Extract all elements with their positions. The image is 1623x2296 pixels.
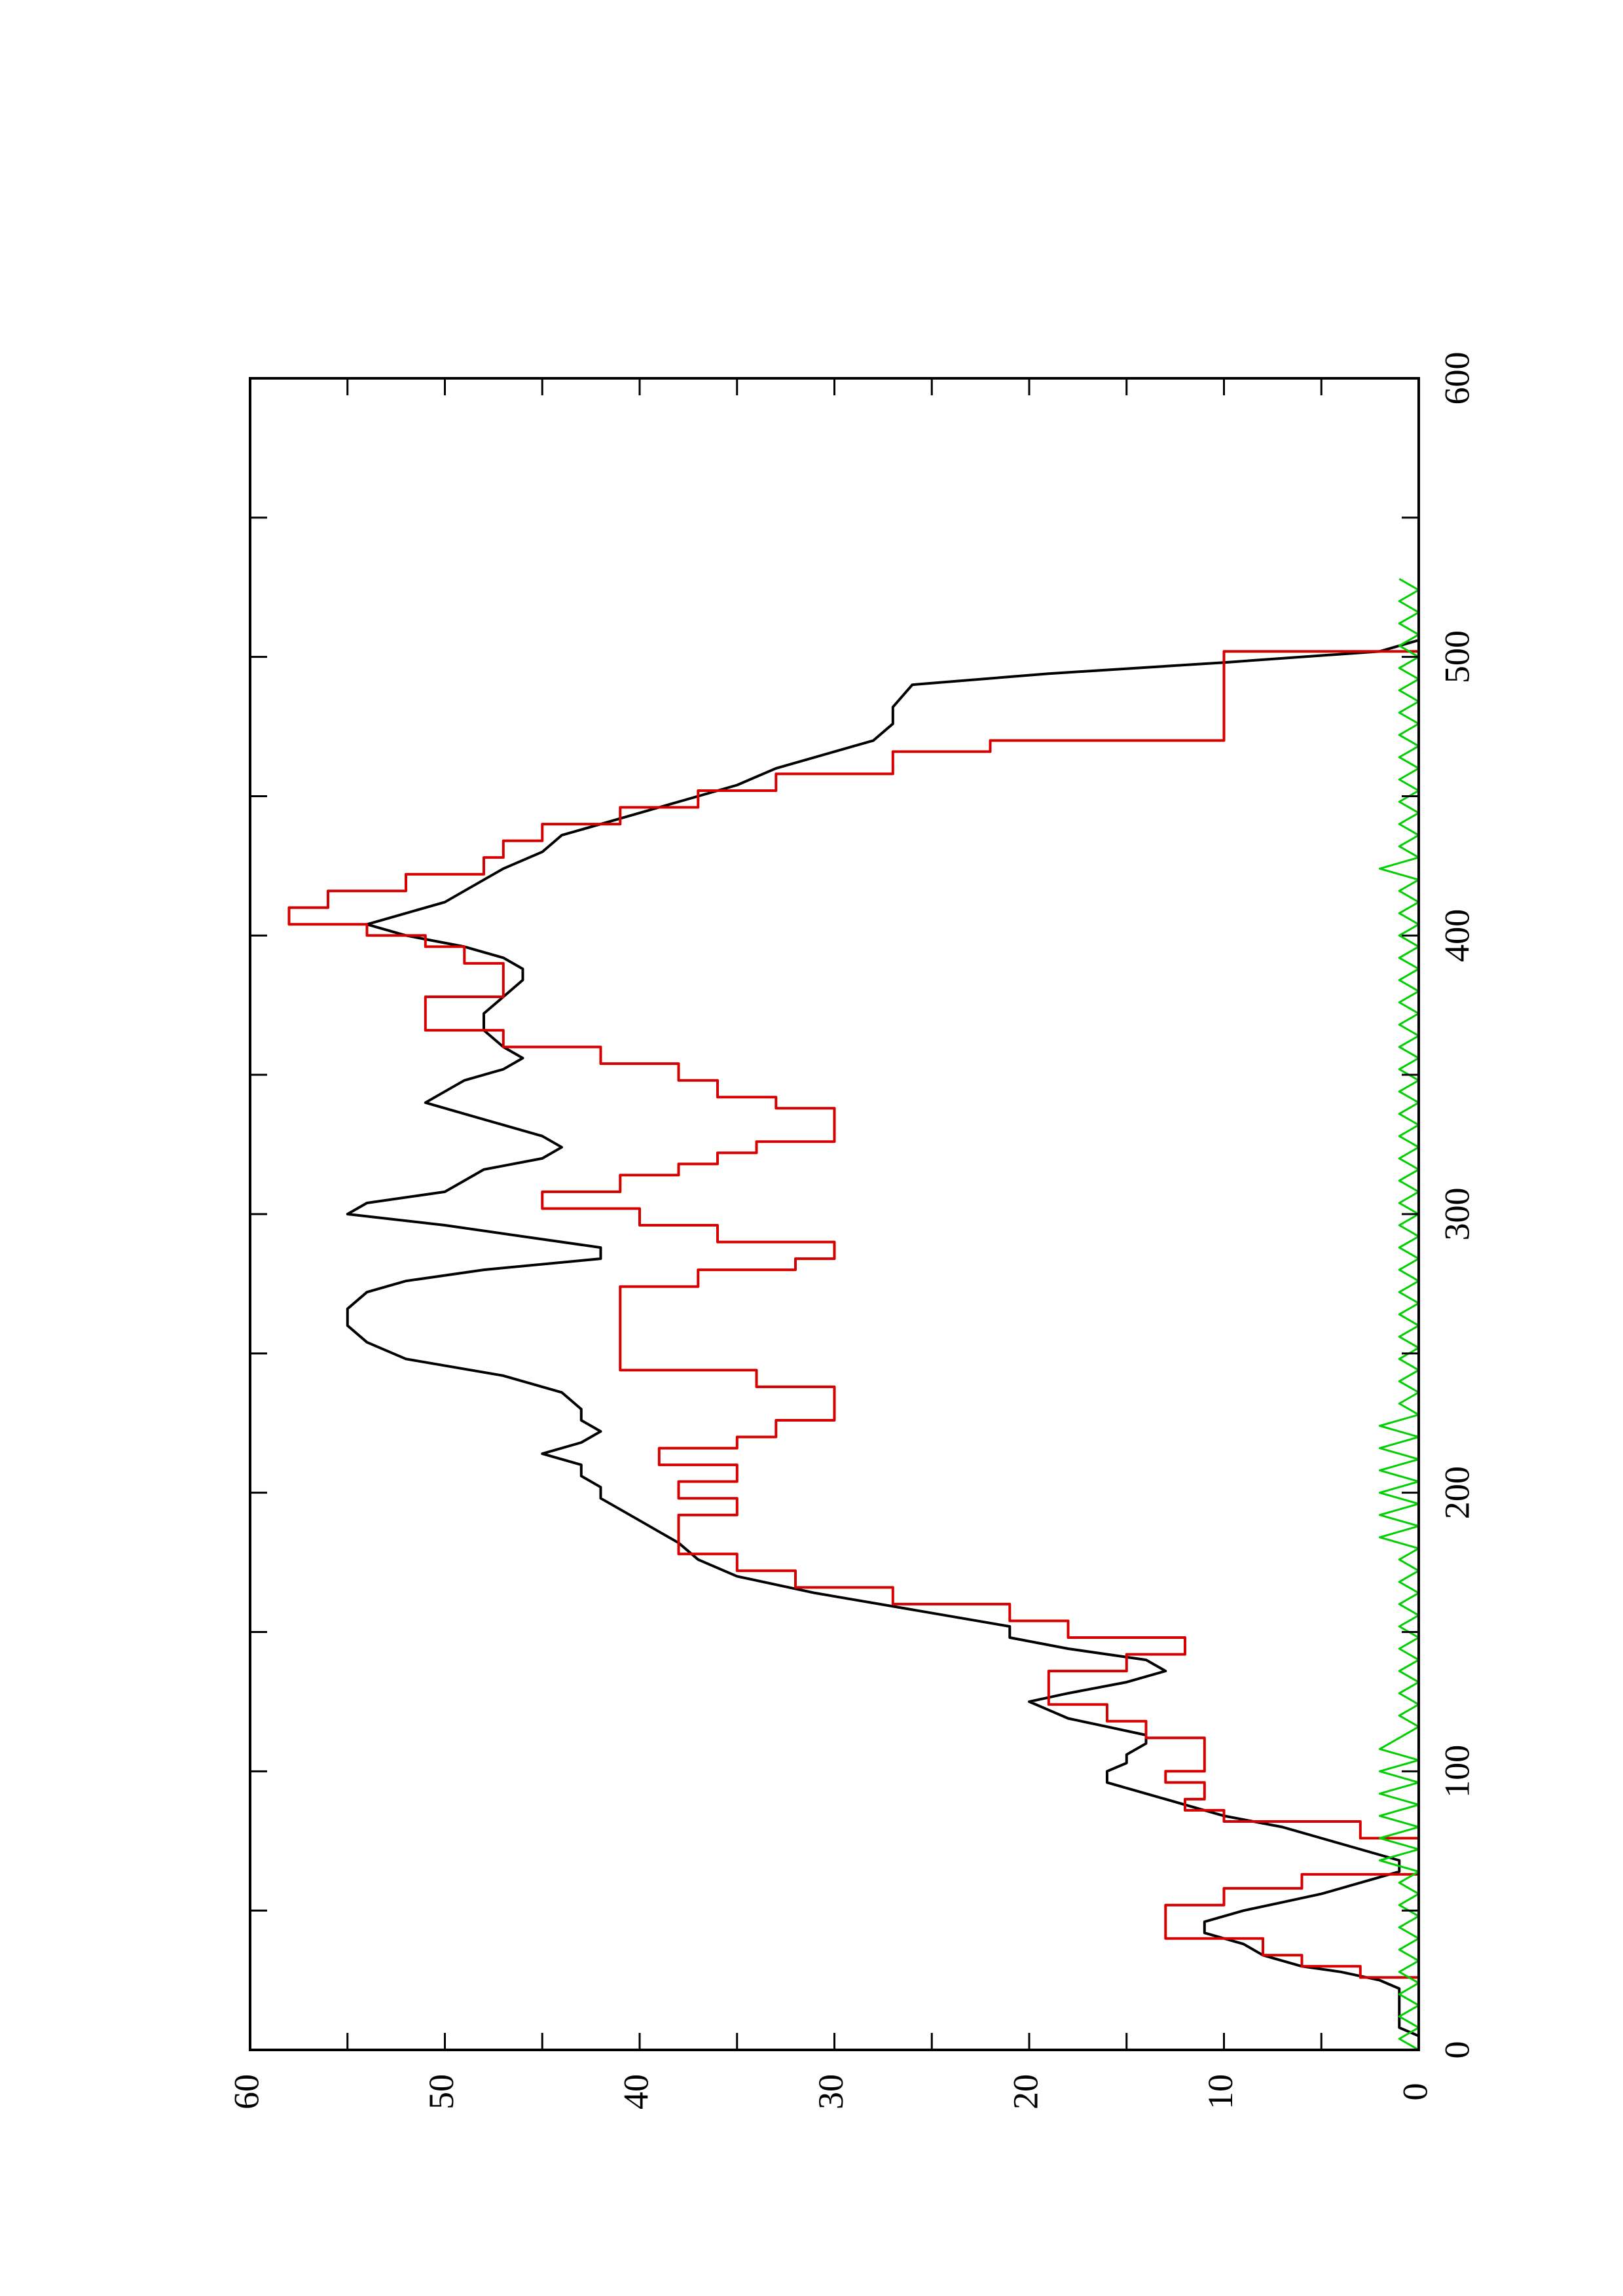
x-tick-label: 0: [1437, 2041, 1476, 2059]
y-tick-label: 0: [1395, 2083, 1434, 2101]
axis-ticks: [249, 377, 1420, 2051]
series-line-1: [287, 573, 1420, 2050]
y-tick-label: 40: [616, 2074, 655, 2109]
y-tick-label: 30: [811, 2074, 850, 2109]
y-tick-label: 20: [1006, 2074, 1045, 2109]
x-tick-label: 100: [1437, 1745, 1476, 1798]
x-tick-label: 400: [1437, 909, 1476, 962]
plot-frame: [249, 377, 1420, 2051]
tick-labels: 0 100 200 300 400 500 600 0 10 20 30 40 50 60: [227, 352, 1476, 2110]
y-tick-label: 60: [227, 2074, 266, 2109]
x-tick-label: 600: [1437, 352, 1476, 405]
plot-area: [287, 573, 1420, 2051]
series-line-2: [1379, 578, 1420, 2051]
y-tick-label: 10: [1201, 2074, 1240, 2109]
x-tick-label: 200: [1437, 1466, 1476, 1519]
y-tick-label: 50: [422, 2074, 461, 2109]
series-line-0: [346, 573, 1420, 2050]
x-tick-label: 300: [1437, 1188, 1476, 1241]
x-tick-label: 500: [1437, 630, 1476, 683]
